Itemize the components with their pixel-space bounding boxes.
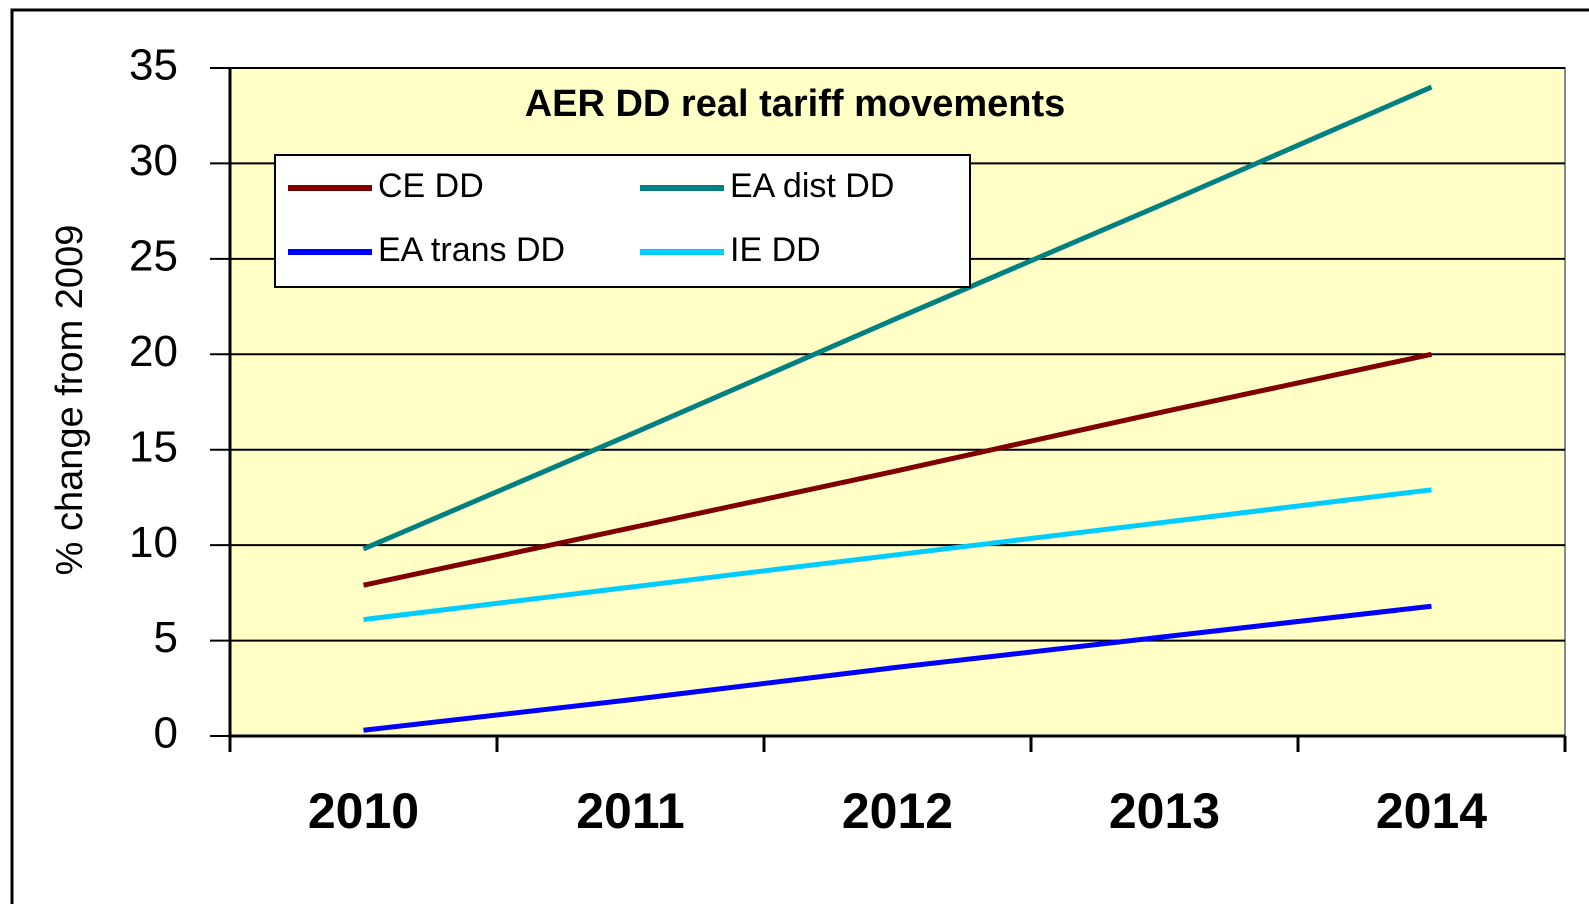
legend-label: IE DD xyxy=(730,231,821,269)
series-line xyxy=(362,351,1433,588)
series-line xyxy=(363,487,1432,623)
series-line xyxy=(362,84,1433,552)
legend-box xyxy=(274,154,971,288)
y-tick-label: 5 xyxy=(154,613,178,662)
x-tick-label: 2011 xyxy=(576,783,684,839)
y-axis-label: % change from 2009 xyxy=(49,225,91,576)
legend-label: EA dist DD xyxy=(730,167,894,205)
x-tick-label: 2010 xyxy=(308,783,419,839)
chart-title: AER DD real tariff movements xyxy=(525,83,1066,125)
y-tick-label: 20 xyxy=(129,327,178,376)
legend-label: EA trans DD xyxy=(378,231,565,269)
y-tick-label: 0 xyxy=(154,709,178,758)
series-line xyxy=(363,603,1432,733)
x-tick-label: 2014 xyxy=(1376,783,1487,839)
legend-label: CE DD xyxy=(378,167,484,205)
y-tick-label: 25 xyxy=(129,231,178,280)
y-tick-label: 10 xyxy=(129,518,178,567)
y-tick-label: 30 xyxy=(129,136,178,185)
x-tick-label: 2013 xyxy=(1109,783,1220,839)
y-tick-label: 35 xyxy=(129,41,178,90)
x-tick-label: 2012 xyxy=(842,783,953,839)
y-tick-label: 15 xyxy=(129,422,178,471)
